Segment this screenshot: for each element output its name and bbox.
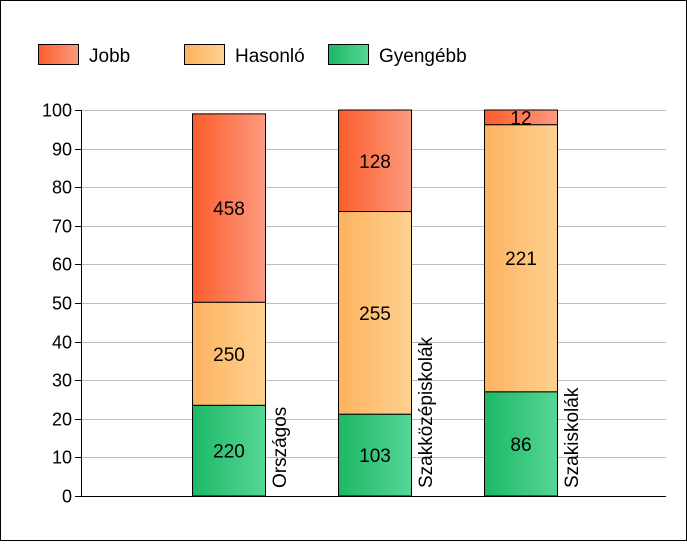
bar-jobb-szakiskolak bbox=[484, 109, 558, 126]
category-label-orszagos: Országos bbox=[270, 407, 291, 488]
legend-label-hasonlo: Hasonló bbox=[235, 46, 305, 67]
category-label-szakkozepiskolak: Szakközépiskolák bbox=[416, 336, 437, 488]
y-tick-label-70: 70 bbox=[52, 217, 72, 237]
y-tick-label-100: 100 bbox=[42, 101, 72, 121]
data-label-jobb-szakiskolak: 12 bbox=[510, 108, 531, 129]
y-tick-label-50: 50 bbox=[52, 294, 72, 314]
data-label-gyengebb-szakiskolak: 86 bbox=[510, 435, 531, 456]
y-tick-label-10: 10 bbox=[52, 448, 72, 468]
legend-swatch-gyengebb bbox=[328, 44, 369, 65]
data-label-jobb-szakkozepiskolak: 128 bbox=[359, 152, 391, 173]
bar-gyengebb-szakiskolak bbox=[484, 391, 558, 497]
bar-gyengebb-orszagos bbox=[192, 404, 266, 497]
bar-gyengebb-szakkozepiskolak bbox=[338, 413, 412, 497]
data-label-gyengebb-orszagos: 220 bbox=[213, 442, 245, 463]
y-tick-label-20: 20 bbox=[52, 410, 72, 430]
legend-label-gyengebb: Gyengébb bbox=[379, 46, 467, 67]
category-label-szakiskolak: Szakiskolák bbox=[562, 387, 583, 488]
y-tick-label-40: 40 bbox=[52, 333, 72, 353]
legend-label-jobb: Jobb bbox=[89, 46, 130, 67]
y-tick-label-30: 30 bbox=[52, 371, 72, 391]
y-tick-label-60: 60 bbox=[52, 255, 72, 275]
bar-hasonlo-orszagos bbox=[192, 301, 266, 406]
y-tick-label-80: 80 bbox=[52, 178, 72, 198]
legend-swatch-hasonlo bbox=[184, 44, 225, 65]
bar-hasonlo-szakkozepiskolak bbox=[338, 211, 412, 415]
data-label-jobb-orszagos: 458 bbox=[213, 199, 245, 220]
y-tick-label-90: 90 bbox=[52, 140, 72, 160]
bar-jobb-orszagos bbox=[192, 113, 266, 303]
data-label-hasonlo-szakkozepiskolak: 255 bbox=[359, 304, 391, 325]
bar-jobb-szakkozepiskolak bbox=[338, 109, 412, 213]
data-label-hasonlo-orszagos: 250 bbox=[213, 345, 245, 366]
data-label-gyengebb-szakkozepiskolak: 103 bbox=[359, 446, 391, 467]
data-label-hasonlo-szakiskolak: 221 bbox=[505, 249, 537, 270]
legend-swatch-jobb bbox=[38, 44, 79, 65]
y-tick-label-0: 0 bbox=[62, 487, 72, 507]
bar-hasonlo-szakiskolak bbox=[484, 124, 558, 393]
